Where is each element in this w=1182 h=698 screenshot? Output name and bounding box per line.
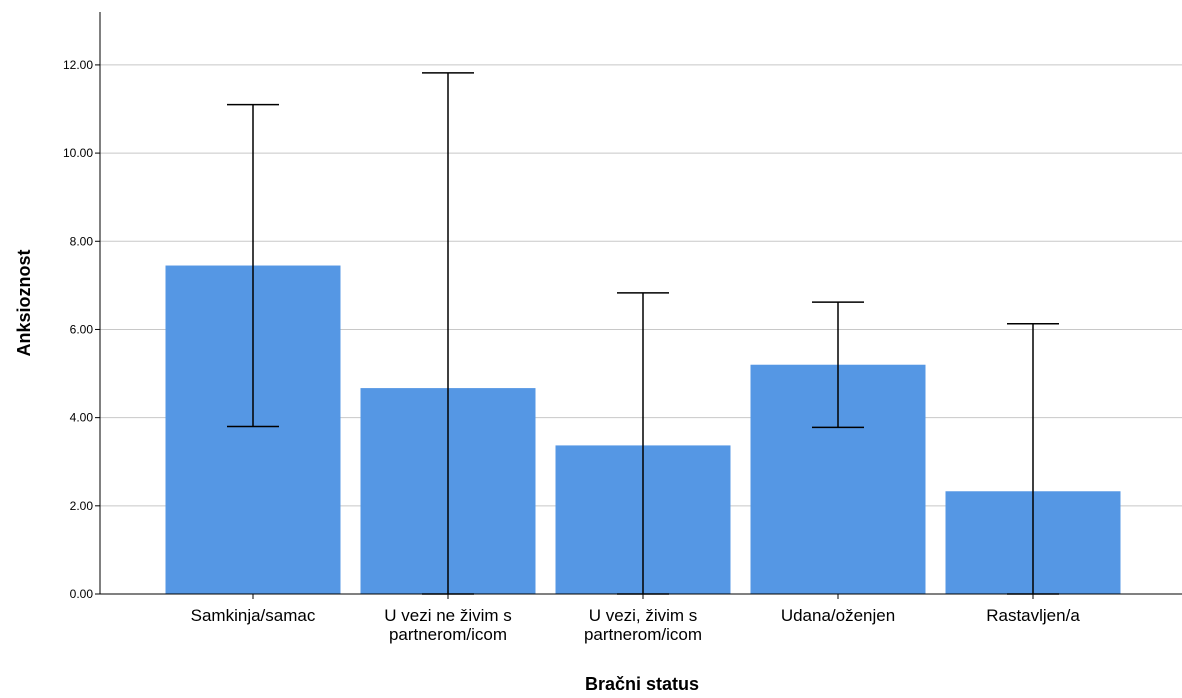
x-tick-label: U vezi, živim s partnerom/icom [584,606,702,644]
x-tick-label: Rastavljen/a [986,606,1080,625]
y-tick-label: 4.00 [70,411,94,425]
x-tick-labels: Samkinja/samac U vezi ne živim s partnerom… [191,594,1080,644]
x-tick-label-line: Rastavljen/a [986,606,1080,625]
y-axis-title: Anksioznost [14,249,34,356]
x-axis-title: Bračni status [585,674,699,694]
x-tick-label: Udana/oženjen [781,606,895,625]
y-tick-label: 8.00 [70,234,94,248]
axes [99,12,1182,595]
y-tick-label: 0.00 [70,587,94,601]
x-tick-label-line: partnerom/icom [389,625,507,644]
y-tick-labels: 0.00 2.00 4.00 6.00 8.00 10.00 12.00 [63,58,100,601]
y-tick-label: 2.00 [70,499,94,513]
y-tick-label: 12.00 [63,58,93,72]
x-tick-label-line: Samkinja/samac [191,606,316,625]
x-tick-label-line: U vezi ne živim s [384,606,512,625]
y-tick-label: 6.00 [70,322,94,336]
x-tick-label: Samkinja/samac [191,606,316,625]
x-tick-label-line: U vezi, živim s [589,606,698,625]
x-tick-label-line: Udana/oženjen [781,606,895,625]
x-tick-label-line: partnerom/icom [584,625,702,644]
x-tick-label: U vezi ne živim s partnerom/icom [384,606,512,644]
y-tick-label: 10.00 [63,146,93,160]
error-bars [227,72,1059,595]
